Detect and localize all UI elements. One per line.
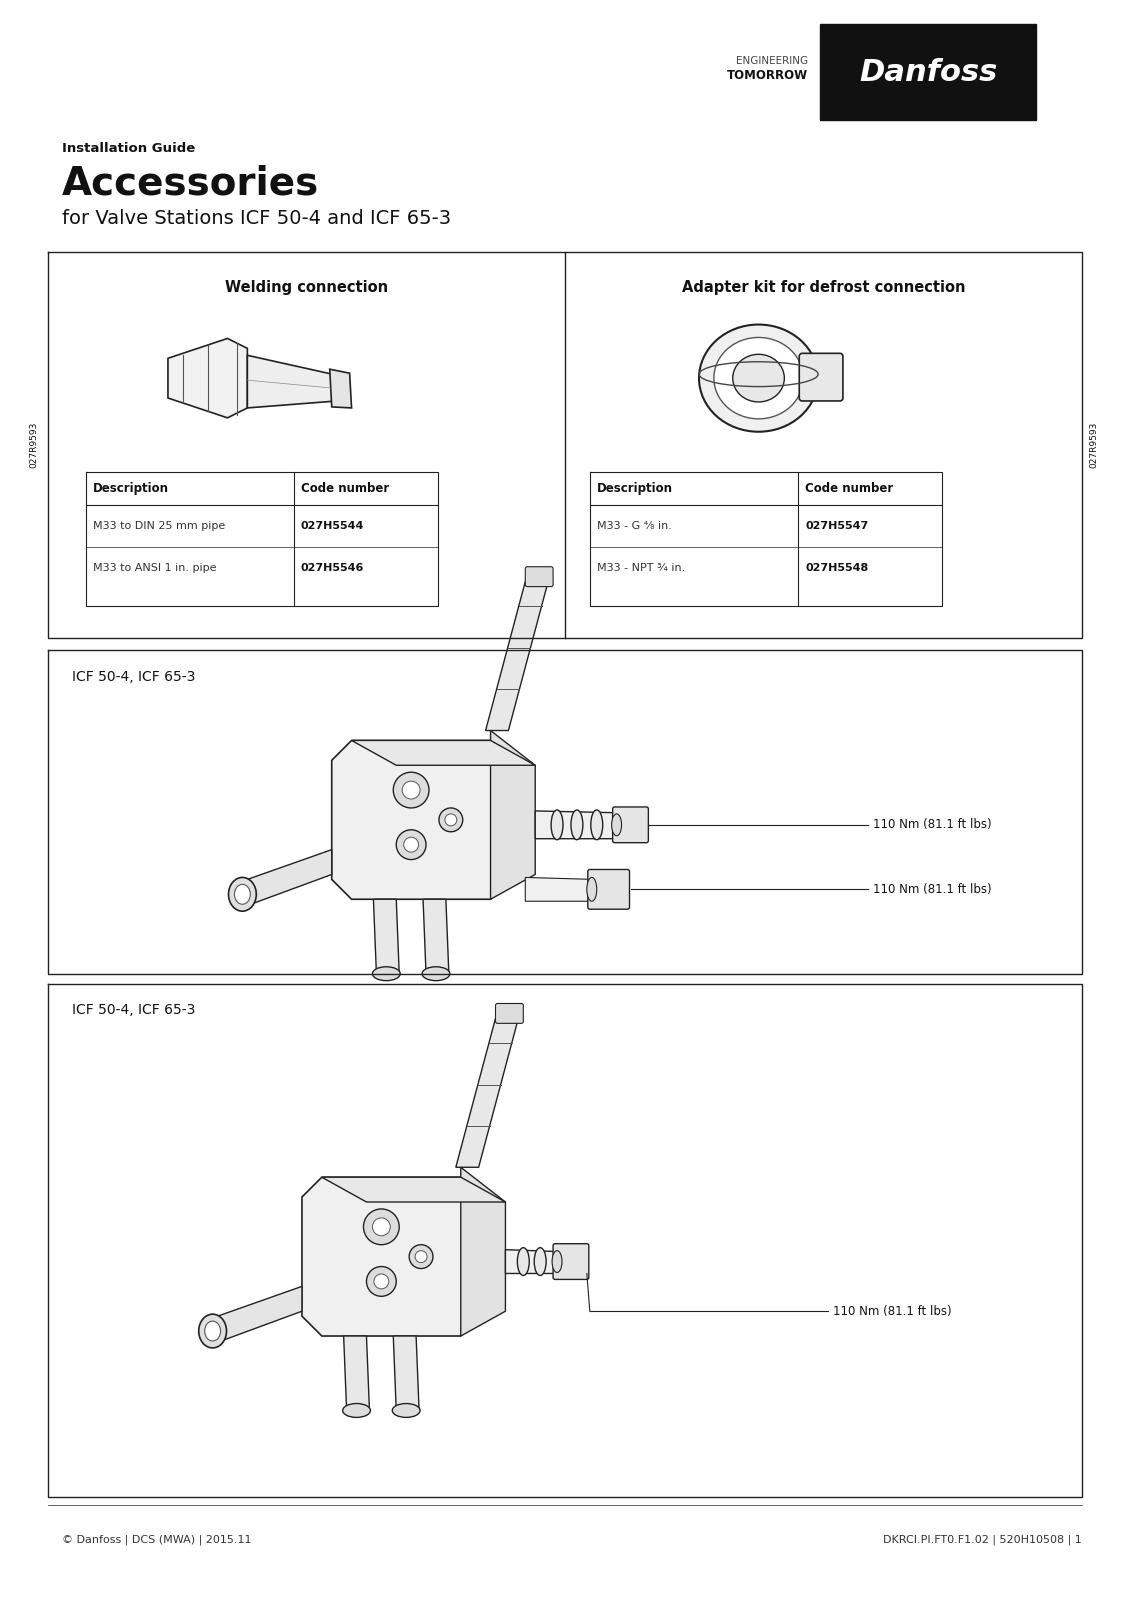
Text: for Valve Stations ICF 50-4 and ICF 65-3: for Valve Stations ICF 50-4 and ICF 65-3 — [62, 210, 451, 229]
Text: 027R9593: 027R9593 — [1090, 423, 1099, 469]
Polygon shape — [302, 1177, 481, 1335]
FancyBboxPatch shape — [553, 1244, 589, 1279]
Text: Code number: Code number — [805, 482, 893, 495]
Text: 027H5546: 027H5546 — [301, 562, 364, 573]
Text: 110 Nm (81.1 ft lbs): 110 Nm (81.1 ft lbs) — [832, 1305, 952, 1318]
Circle shape — [439, 809, 462, 833]
Ellipse shape — [571, 810, 583, 839]
Polygon shape — [460, 1167, 505, 1335]
Text: M33 to ANSI 1 in. pipe: M33 to ANSI 1 in. pipe — [92, 562, 215, 573]
Ellipse shape — [518, 1247, 529, 1276]
Ellipse shape — [229, 877, 256, 911]
Ellipse shape — [199, 1314, 227, 1348]
Ellipse shape — [535, 1247, 546, 1276]
Text: Danfoss: Danfoss — [860, 58, 997, 86]
Ellipse shape — [204, 1321, 221, 1342]
Ellipse shape — [552, 1250, 562, 1273]
Text: Welding connection: Welding connection — [224, 280, 388, 295]
Text: Code number: Code number — [301, 482, 389, 495]
Circle shape — [404, 837, 418, 852]
Ellipse shape — [372, 967, 400, 981]
Text: Description: Description — [597, 482, 672, 495]
Ellipse shape — [611, 813, 622, 836]
Circle shape — [367, 1266, 396, 1297]
Text: Accessories: Accessories — [62, 165, 319, 203]
Ellipse shape — [235, 884, 250, 905]
Polygon shape — [332, 740, 510, 900]
Ellipse shape — [587, 877, 597, 901]
Text: M33 to DIN 25 mm pipe: M33 to DIN 25 mm pipe — [92, 520, 224, 532]
Circle shape — [403, 781, 420, 799]
Circle shape — [394, 772, 429, 809]
Polygon shape — [505, 1250, 559, 1273]
Polygon shape — [526, 877, 594, 901]
Text: 027H5548: 027H5548 — [805, 562, 869, 573]
Polygon shape — [535, 812, 625, 839]
Text: ICF 50-4, ICF 65-3: ICF 50-4, ICF 65-3 — [72, 669, 195, 684]
Polygon shape — [456, 1018, 519, 1167]
Text: © Danfoss | DCS (MWA) | 2015.11: © Danfoss | DCS (MWA) | 2015.11 — [62, 1534, 252, 1545]
Ellipse shape — [591, 810, 602, 839]
Text: ICF 50-4, ICF 65-3: ICF 50-4, ICF 65-3 — [72, 1004, 195, 1018]
Text: DKRCI.PI.FT0.F1.02 | 520H10508 | 1: DKRCI.PI.FT0.F1.02 | 520H10508 | 1 — [883, 1534, 1082, 1545]
Ellipse shape — [343, 1404, 370, 1417]
Text: ENGINEERING: ENGINEERING — [737, 56, 808, 66]
Circle shape — [409, 1244, 433, 1268]
Circle shape — [396, 829, 426, 860]
Polygon shape — [168, 338, 247, 418]
FancyBboxPatch shape — [800, 354, 843, 400]
Ellipse shape — [552, 810, 563, 839]
Polygon shape — [394, 1335, 420, 1410]
FancyBboxPatch shape — [526, 567, 553, 586]
Circle shape — [363, 1209, 399, 1244]
Polygon shape — [321, 1177, 505, 1202]
Circle shape — [444, 813, 457, 826]
Polygon shape — [491, 730, 535, 900]
Text: 027R9593: 027R9593 — [29, 423, 38, 469]
FancyBboxPatch shape — [588, 869, 629, 909]
Text: M33 - NPT ¾ in.: M33 - NPT ¾ in. — [597, 562, 685, 573]
Polygon shape — [329, 370, 352, 408]
Text: 027H5547: 027H5547 — [805, 520, 869, 532]
Polygon shape — [208, 1286, 302, 1346]
Text: M33 - G ⁴⁄₈ in.: M33 - G ⁴⁄₈ in. — [597, 520, 671, 532]
Text: 110 Nm (81.1 ft lbs): 110 Nm (81.1 ft lbs) — [873, 818, 992, 831]
Polygon shape — [423, 900, 449, 973]
FancyBboxPatch shape — [820, 24, 1037, 120]
Ellipse shape — [733, 354, 784, 402]
Ellipse shape — [714, 338, 803, 419]
Circle shape — [373, 1274, 389, 1289]
FancyBboxPatch shape — [495, 1004, 523, 1023]
Circle shape — [372, 1218, 390, 1236]
Text: TOMORROW: TOMORROW — [728, 69, 808, 82]
Circle shape — [415, 1250, 428, 1263]
Polygon shape — [247, 355, 336, 408]
Polygon shape — [373, 900, 399, 973]
Ellipse shape — [393, 1404, 420, 1417]
Polygon shape — [485, 581, 548, 730]
Text: Installation Guide: Installation Guide — [62, 142, 195, 155]
Text: Description: Description — [92, 482, 168, 495]
Text: Adapter kit for defrost connection: Adapter kit for defrost connection — [681, 280, 966, 295]
Polygon shape — [352, 740, 535, 765]
Ellipse shape — [422, 967, 450, 981]
Polygon shape — [237, 850, 332, 909]
Ellipse shape — [699, 325, 818, 432]
Text: 110 Nm (81.1 ft lbs): 110 Nm (81.1 ft lbs) — [873, 882, 992, 897]
FancyBboxPatch shape — [613, 807, 649, 842]
Text: 027H5544: 027H5544 — [301, 520, 364, 532]
Polygon shape — [344, 1335, 370, 1410]
